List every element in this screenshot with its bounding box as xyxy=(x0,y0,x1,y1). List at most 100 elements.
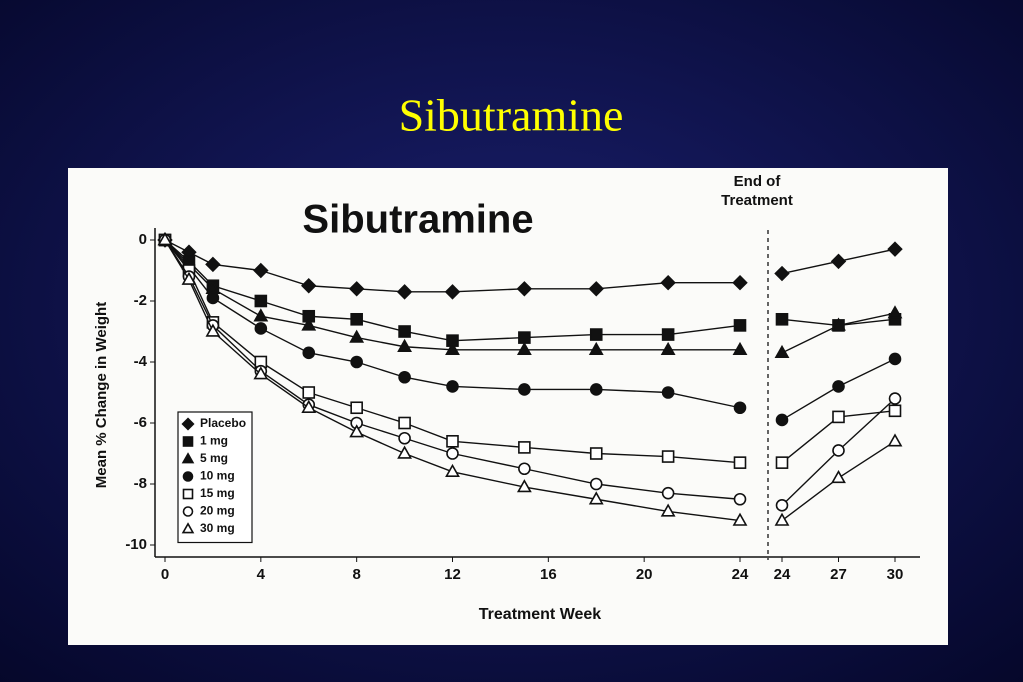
x-tick-label: 8 xyxy=(352,566,360,583)
marker xyxy=(832,380,845,393)
marker xyxy=(733,401,747,415)
chart-title: Sibutramine xyxy=(302,198,533,242)
series-line xyxy=(164,239,741,409)
legend-marker xyxy=(182,488,194,500)
legend-label: Placebo xyxy=(200,416,246,430)
marker xyxy=(775,413,789,427)
marker xyxy=(446,434,459,448)
marker xyxy=(518,383,531,396)
marker xyxy=(444,284,461,300)
marker xyxy=(774,265,790,282)
marker xyxy=(733,456,747,469)
legend-label: 20 mg xyxy=(200,504,235,518)
marker xyxy=(832,410,845,424)
marker xyxy=(589,328,603,341)
marker xyxy=(445,341,460,355)
series-line xyxy=(164,239,740,351)
y-tick-label: -2 xyxy=(134,292,147,309)
legend-label: 5 mg xyxy=(200,451,228,465)
marker xyxy=(831,469,846,484)
marker xyxy=(775,456,789,469)
marker xyxy=(301,278,317,294)
marker xyxy=(774,512,790,526)
marker xyxy=(446,380,459,393)
x-tick-label: 16 xyxy=(540,566,557,583)
marker xyxy=(398,370,411,384)
marker xyxy=(397,445,413,459)
marker xyxy=(831,317,846,331)
legend-marker xyxy=(182,506,194,517)
y-tick-label: -8 xyxy=(134,475,147,492)
marker xyxy=(349,424,365,438)
marker xyxy=(888,352,902,366)
marker xyxy=(253,308,269,322)
marker xyxy=(302,386,316,399)
marker xyxy=(733,319,747,332)
legend-label: 1 mg xyxy=(200,434,228,448)
marker xyxy=(588,491,604,505)
slide-title: Sibutramine xyxy=(399,90,624,141)
x-tick-label: 20 xyxy=(636,566,653,583)
marker xyxy=(589,383,603,396)
x-tick-label: 4 xyxy=(257,566,266,583)
marker xyxy=(887,305,903,319)
marker xyxy=(660,503,676,517)
marker xyxy=(888,392,902,405)
x-tick-label: 0 xyxy=(161,566,169,583)
annotation: Treatment xyxy=(721,192,793,209)
marker xyxy=(301,399,317,413)
y-tick-label: -10 xyxy=(125,536,147,553)
marker xyxy=(661,486,675,500)
marker xyxy=(301,317,317,331)
marker xyxy=(157,232,173,246)
marker xyxy=(589,477,603,491)
annotation: End of xyxy=(734,173,782,190)
marker xyxy=(397,338,413,352)
marker xyxy=(661,450,675,463)
marker xyxy=(888,404,902,418)
marker xyxy=(349,329,365,343)
marker xyxy=(518,462,531,476)
series-line xyxy=(164,239,741,464)
x-axis-label: Treatment Week xyxy=(479,606,602,623)
marker xyxy=(253,262,269,279)
series-line xyxy=(164,239,741,522)
legend-marker xyxy=(181,522,195,534)
legend-marker xyxy=(182,436,194,447)
marker xyxy=(887,241,903,257)
marker xyxy=(205,256,221,273)
marker xyxy=(518,441,531,454)
marker xyxy=(206,291,220,305)
x-tick-label: 27 xyxy=(830,566,847,583)
marker xyxy=(350,401,363,415)
chart-panel xyxy=(68,168,948,645)
marker xyxy=(350,312,363,326)
marker xyxy=(398,431,411,445)
marker xyxy=(774,344,790,359)
marker xyxy=(887,433,903,447)
legend-label: 30 mg xyxy=(200,521,235,535)
x-tick-label: 24 xyxy=(774,566,791,583)
marker xyxy=(398,325,411,338)
marker xyxy=(588,341,604,355)
marker xyxy=(589,447,603,460)
marker xyxy=(205,323,221,337)
marker xyxy=(445,463,460,477)
marker xyxy=(253,366,269,380)
marker xyxy=(732,274,748,291)
marker xyxy=(661,386,675,399)
marker xyxy=(775,312,789,326)
marker xyxy=(350,355,363,369)
marker xyxy=(830,253,847,270)
y-tick-label: -4 xyxy=(134,353,148,370)
y-tick-label: 0 xyxy=(139,231,147,248)
marker xyxy=(518,331,531,344)
marker xyxy=(516,281,533,297)
marker xyxy=(446,447,459,460)
marker xyxy=(516,479,532,493)
marker xyxy=(660,341,676,355)
x-tick-label: 24 xyxy=(732,566,749,583)
marker xyxy=(588,281,604,297)
marker xyxy=(732,512,748,526)
